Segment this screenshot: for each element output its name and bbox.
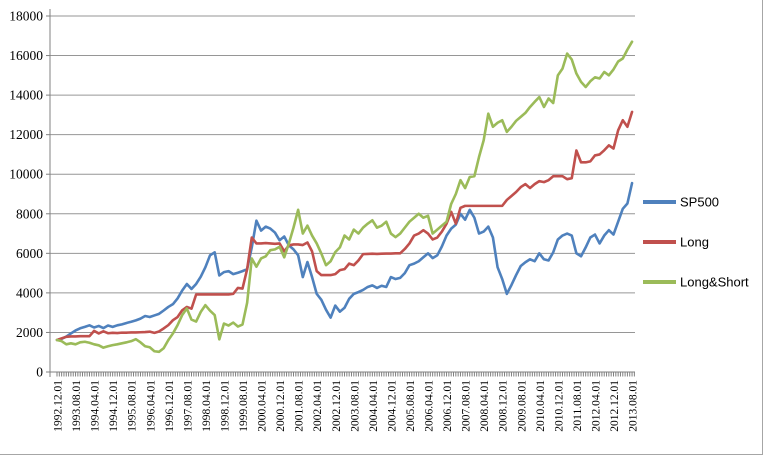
x-tick-label: 1998.04.01 [201, 380, 213, 432]
x-tick-label: 1994.12.01 [108, 380, 120, 432]
x-axis [50, 371, 635, 377]
x-tick-label: 2012.12.01 [609, 380, 621, 432]
y-tick-label: 6000 [16, 246, 43, 261]
gridlines [50, 15, 635, 333]
x-tick-label: 2009.08.01 [516, 380, 528, 432]
x-tick-label: 1997.08.01 [182, 380, 194, 432]
y-tick-label: 16000 [9, 48, 43, 63]
y-tick-label: 14000 [9, 88, 43, 103]
legend: SP500 Long Long&Short [643, 195, 749, 290]
x-tick-label: 2010.04.01 [535, 380, 547, 432]
x-tick-label: 2006.04.01 [424, 380, 436, 432]
y-tick-label: 2000 [16, 325, 43, 340]
y-tick-label: 10000 [9, 167, 43, 182]
x-tick-label: 2000.04.01 [257, 380, 269, 432]
x-tick-label: 2013.08.01 [628, 380, 640, 432]
legend-label-sp500: SP500 [680, 195, 719, 210]
x-tick-label: 2002.12.01 [331, 380, 343, 432]
x-tick-label: 1999.08.01 [238, 380, 250, 432]
series-lines [55, 40, 634, 354]
x-tick-label: 1992.12.01 [53, 380, 65, 432]
legend-item-sp500[interactable]: SP500 [643, 195, 719, 210]
x-tick-label: 1995.08.01 [127, 380, 139, 432]
x-tick-label: 2008.12.01 [498, 380, 510, 432]
x-tick-label: 2004.12.01 [386, 380, 398, 432]
x-tick-label: 1994.04.01 [90, 380, 102, 432]
x-tick-label: 1996.12.01 [164, 380, 176, 432]
x-tick-label: 2000.12.01 [275, 380, 287, 432]
x-tick-label: 2005.08.01 [405, 380, 417, 432]
x-tick-label: 2003.08.01 [349, 380, 361, 432]
x-tick-label: 2012.04.01 [590, 380, 602, 432]
x-tick-label: 2007.08.01 [461, 380, 473, 432]
legend-item-long-short[interactable]: Long&Short [643, 275, 749, 290]
x-tick-label: 2010.12.01 [553, 380, 565, 432]
y-tick-label: 12000 [9, 127, 43, 142]
y-tick-label: 8000 [16, 206, 43, 221]
series-line-sp500[interactable] [55, 181, 634, 342]
series-line-long[interactable] [55, 110, 634, 342]
legend-label-long: Long [680, 235, 709, 250]
x-tick-label: 1998.12.01 [219, 380, 231, 432]
y-axis [46, 9, 51, 377]
y-tick-label: 0 [36, 365, 43, 380]
x-tick-label: 2002.04.01 [312, 380, 324, 432]
legend-label-long-short: Long&Short [680, 275, 749, 290]
x-axis-labels: 1992.12.01 1993.08.01 1994.04.01 1994.12.01… [53, 380, 640, 432]
x-tick-label: 1996.04.01 [145, 380, 157, 432]
y-tick-label: 18000 [9, 9, 43, 24]
x-tick-label: 2004.04.01 [368, 380, 380, 432]
series-line-long-short[interactable] [55, 40, 634, 354]
x-tick-label: 2001.08.01 [294, 380, 306, 432]
x-tick-label: 2011.08.01 [572, 380, 584, 432]
x-tick-label: 2008.04.01 [479, 380, 491, 432]
x-tick-label: 2006.12.01 [442, 380, 454, 432]
x-tick-label: 1993.08.01 [71, 380, 83, 432]
y-tick-label: 4000 [16, 285, 43, 300]
y-axis-labels: 0 2000 4000 6000 8000 10000 12000 14000 16000 180… [9, 9, 43, 380]
legend-item-long[interactable]: Long [643, 235, 709, 250]
